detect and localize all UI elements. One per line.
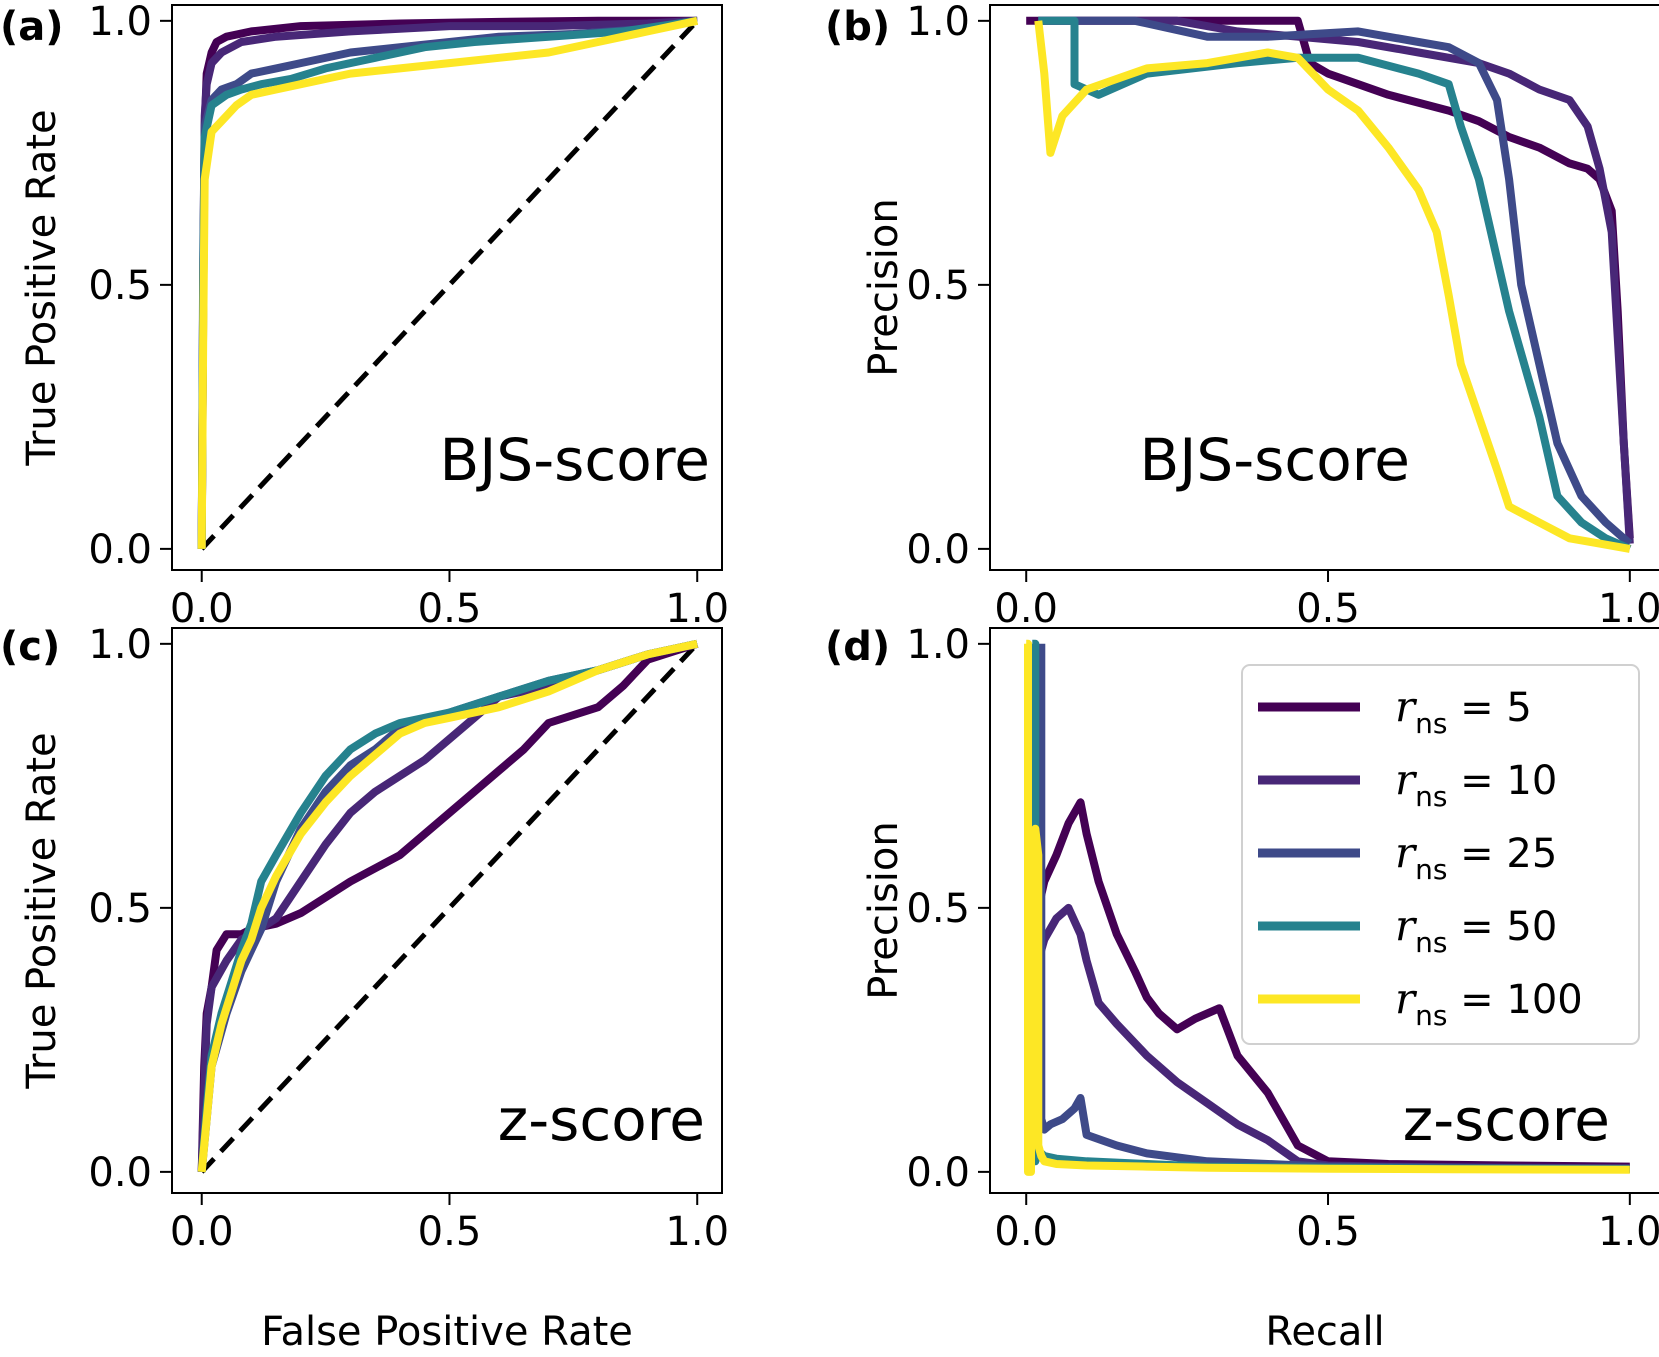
- series-line-r5: [1034, 798, 1630, 1171]
- y-tick-label: 1.0: [906, 622, 970, 668]
- x-tick-label: 0.0: [170, 586, 234, 632]
- legend-value: = 100: [1447, 977, 1582, 1023]
- y-tick-label: 0.5: [906, 886, 970, 932]
- legend-symbol: r: [1395, 828, 1418, 877]
- series-line-r25: [1038, 16, 1633, 547]
- y-axis-label: Precision: [861, 821, 907, 999]
- legend-subscript: ns: [1415, 853, 1447, 886]
- y-tick-label: 0.5: [88, 886, 152, 932]
- panel-annotation: z-score: [1403, 1086, 1610, 1154]
- x-tick-label: 0.0: [170, 1209, 234, 1255]
- legend-subscript: ns: [1415, 926, 1447, 959]
- series-line-r100: [197, 16, 699, 549]
- series-line-r5: [197, 639, 699, 1172]
- legend-symbol: r: [1395, 755, 1418, 804]
- x-tick-label: 0.5: [1296, 1209, 1360, 1255]
- legend-value: = 50: [1447, 904, 1557, 950]
- series-line-r100: [197, 639, 699, 1173]
- x-tick-label: 0.0: [994, 1209, 1058, 1255]
- x-tick-label: 0.5: [418, 586, 482, 632]
- x-tick-label: 0.0: [994, 586, 1058, 632]
- series-line-r50: [197, 16, 698, 549]
- panel-annotation: BJS-score: [1140, 426, 1411, 494]
- y-tick-label: 0.0: [906, 527, 970, 573]
- panel-label: (b): [825, 4, 890, 50]
- x-tick-label: 1.0: [1598, 1209, 1659, 1255]
- y-axis-label: True Positive Rate: [19, 732, 65, 1089]
- series-line-r50: [1038, 16, 1632, 553]
- legend-value: = 25: [1447, 831, 1557, 877]
- panel-c: 0.0 0.5 1.0 0.0 0.5 1.0 True Positive Rate Fals…: [0, 622, 729, 1355]
- y-axis-label: True Positive Rate: [19, 109, 65, 466]
- legend-value: = 5: [1447, 685, 1531, 731]
- legend-entry: rns = 50: [1258, 901, 1557, 959]
- legend-box: [1241, 664, 1640, 1045]
- y-tick-label: 0.0: [88, 1150, 152, 1196]
- panel-a: 0.0 0.5 1.0 0.0 0.5 1.0 True Positive Rate (a) B…: [0, 0, 729, 632]
- legend-entry: rns = 25: [1258, 828, 1557, 886]
- panel-label: (c): [0, 624, 60, 670]
- legend-label: rns = 5: [1395, 682, 1532, 740]
- legend-symbol: r: [1395, 974, 1418, 1023]
- x-axis-label: False Positive Rate: [261, 1309, 633, 1355]
- y-axis-label: Precision: [861, 198, 907, 376]
- legend-entry: rns = 100: [1258, 974, 1583, 1032]
- panel-label: (a): [0, 4, 64, 50]
- y-tick-label: 1.0: [906, 0, 970, 45]
- y-tick-label: 0.5: [88, 263, 152, 309]
- y-tick-label: 0.0: [88, 527, 152, 573]
- x-tick-label: 0.5: [418, 1209, 482, 1255]
- panel-label: (d): [825, 624, 890, 670]
- axes-frame: [989, 4, 1659, 571]
- legend-label: rns = 50: [1395, 901, 1557, 959]
- x-tick-label: 0.5: [1296, 586, 1360, 632]
- diagonal-reference-line: [199, 19, 700, 551]
- diagonal-reference-line: [199, 642, 700, 1174]
- panel-d: 0.0 0.5 1.0 0.0 0.5 1.0 Precision Recall (d) z-sc…: [825, 622, 1659, 1355]
- panel-annotation: BJS-score: [440, 426, 711, 494]
- x-tick-label: 1.0: [665, 586, 729, 632]
- y-tick-label: 0.5: [906, 263, 970, 309]
- legend-entry: rns = 10: [1258, 755, 1557, 813]
- legend-label: rns = 10: [1395, 755, 1557, 813]
- legend-value: = 10: [1447, 758, 1557, 804]
- x-tick-label: 1.0: [665, 1209, 729, 1255]
- y-tick-label: 0.0: [906, 1150, 970, 1196]
- panel-annotation: z-score: [498, 1086, 705, 1154]
- axes-frame: [171, 627, 723, 1194]
- x-axis-label: Recall: [1265, 1309, 1384, 1355]
- legend-entry: rns = 5: [1258, 682, 1532, 740]
- legend-label: rns = 25: [1395, 828, 1557, 886]
- series-line-r100: [1024, 639, 1630, 1176]
- axes-frame: [171, 4, 723, 571]
- legend-symbol: r: [1395, 901, 1418, 950]
- legend-label: rns = 100: [1395, 974, 1583, 1032]
- x-tick-label: 1.0: [1598, 586, 1659, 632]
- legend-symbol: r: [1395, 682, 1418, 731]
- legend-subscript: ns: [1415, 780, 1447, 813]
- series-line-r100: [1034, 20, 1631, 553]
- panel-b: 0.0 0.5 1.0 0.0 0.5 1.0 Precision (b) BJS-score: [825, 0, 1659, 632]
- legend-subscript: ns: [1415, 999, 1447, 1032]
- legend-subscript: ns: [1415, 707, 1447, 740]
- y-tick-label: 1.0: [88, 622, 152, 668]
- axes-frame: [989, 627, 1659, 1194]
- y-tick-label: 1.0: [88, 0, 152, 45]
